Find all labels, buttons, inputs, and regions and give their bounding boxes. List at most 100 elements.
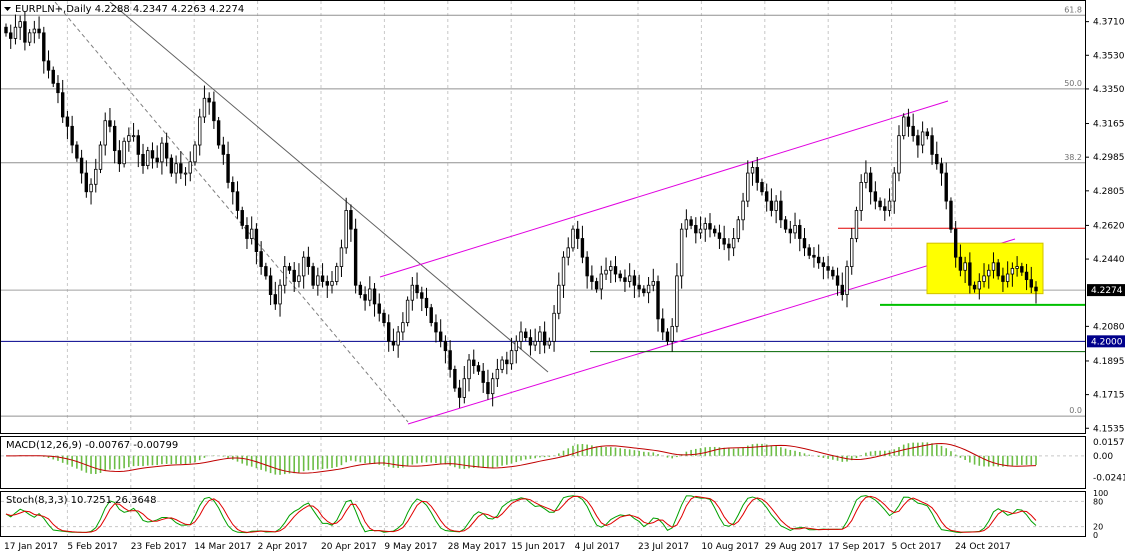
dropdown-triangle-icon[interactable]	[4, 7, 11, 11]
candle	[202, 85, 207, 123]
candle-body	[864, 172, 868, 183]
candle	[103, 112, 107, 156]
candle	[935, 141, 939, 170]
candle-body	[112, 125, 117, 152]
candle-body	[339, 247, 344, 267]
x-axis-date-label: 23 Feb 2017	[131, 542, 187, 552]
candle	[183, 167, 188, 186]
candle	[462, 366, 467, 404]
candle	[424, 287, 429, 316]
candle	[179, 151, 183, 180]
candle	[1020, 262, 1024, 276]
candle-body	[264, 266, 268, 277]
candle-body	[160, 142, 164, 163]
candle	[1005, 261, 1010, 288]
candle	[717, 224, 722, 249]
candle	[939, 157, 944, 186]
candle-body	[637, 284, 641, 290]
candle	[547, 337, 552, 349]
candle	[56, 75, 60, 104]
candle	[112, 120, 117, 164]
candle-body	[311, 266, 315, 286]
candle	[320, 263, 325, 288]
candle	[264, 262, 268, 280]
candle	[420, 286, 424, 312]
candle	[42, 26, 46, 74]
candle-body	[821, 262, 826, 267]
candle	[769, 188, 774, 217]
candle-body	[330, 281, 334, 286]
candle	[835, 267, 840, 296]
x-axis-date-label: 4 Jul 2017	[575, 542, 620, 552]
candle	[221, 136, 226, 165]
candle-body	[4, 26, 8, 34]
candle	[968, 252, 972, 294]
candle	[349, 204, 353, 242]
candle	[481, 363, 485, 393]
candle	[339, 239, 344, 278]
candle-body	[949, 200, 953, 230]
candle	[486, 369, 490, 400]
candle-body	[764, 191, 769, 202]
candle	[240, 206, 244, 230]
candle	[661, 308, 665, 341]
current-price-tag: 4.2274	[1087, 284, 1125, 297]
candle-body	[377, 303, 381, 314]
candle-body	[774, 200, 778, 211]
candle-body	[174, 163, 178, 174]
candle-body	[127, 135, 131, 142]
candle	[32, 20, 37, 44]
candle-body	[207, 97, 211, 103]
candle-body	[1015, 266, 1019, 269]
candle	[840, 272, 844, 301]
candle	[708, 213, 712, 238]
candle	[675, 263, 679, 333]
candle	[826, 256, 830, 279]
fib-level-label: 61.8	[1064, 5, 1082, 14]
candle-body	[911, 125, 915, 137]
candle	[4, 23, 8, 37]
candle-body	[75, 144, 79, 159]
candle-body	[486, 382, 490, 395]
candle	[249, 216, 254, 245]
candle-body	[490, 378, 495, 395]
candle-body	[382, 312, 386, 324]
price-axis-label: 4.1895	[1093, 357, 1125, 367]
candle-body	[755, 167, 759, 183]
candle-body	[887, 200, 892, 211]
candle-body	[717, 232, 722, 239]
candle-body	[632, 275, 637, 286]
candle-body	[618, 273, 622, 279]
candle-body	[410, 284, 415, 301]
candle	[188, 151, 192, 182]
price-axis-label: 4.2080	[1093, 322, 1125, 332]
candle	[377, 293, 381, 322]
candle-body	[816, 256, 821, 264]
candle-body	[566, 247, 570, 258]
macd-axis-label: -0.02413	[1093, 473, 1125, 483]
candle	[84, 160, 89, 198]
candle	[98, 141, 103, 174]
candle-body	[760, 182, 764, 193]
candle-body	[661, 318, 665, 333]
x-axis-date-label: 17 Sep 2017	[828, 542, 885, 552]
x-axis-date-label: 24 Oct 2017	[955, 542, 1011, 552]
candle	[575, 220, 580, 249]
candle-body	[750, 167, 755, 174]
candle-body	[457, 387, 462, 398]
candle	[854, 206, 859, 243]
candle-body	[627, 275, 632, 282]
x-axis-date-label: 9 May 2017	[384, 542, 437, 552]
candle	[396, 325, 400, 358]
candle	[665, 328, 670, 346]
candle-body	[845, 266, 849, 295]
candle	[415, 272, 419, 299]
candle	[325, 275, 329, 298]
candle	[51, 66, 55, 88]
candle	[613, 256, 618, 283]
macd-layer	[1, 442, 1085, 475]
candle-body	[27, 32, 32, 43]
candle-body	[98, 144, 103, 170]
candle	[108, 108, 112, 133]
